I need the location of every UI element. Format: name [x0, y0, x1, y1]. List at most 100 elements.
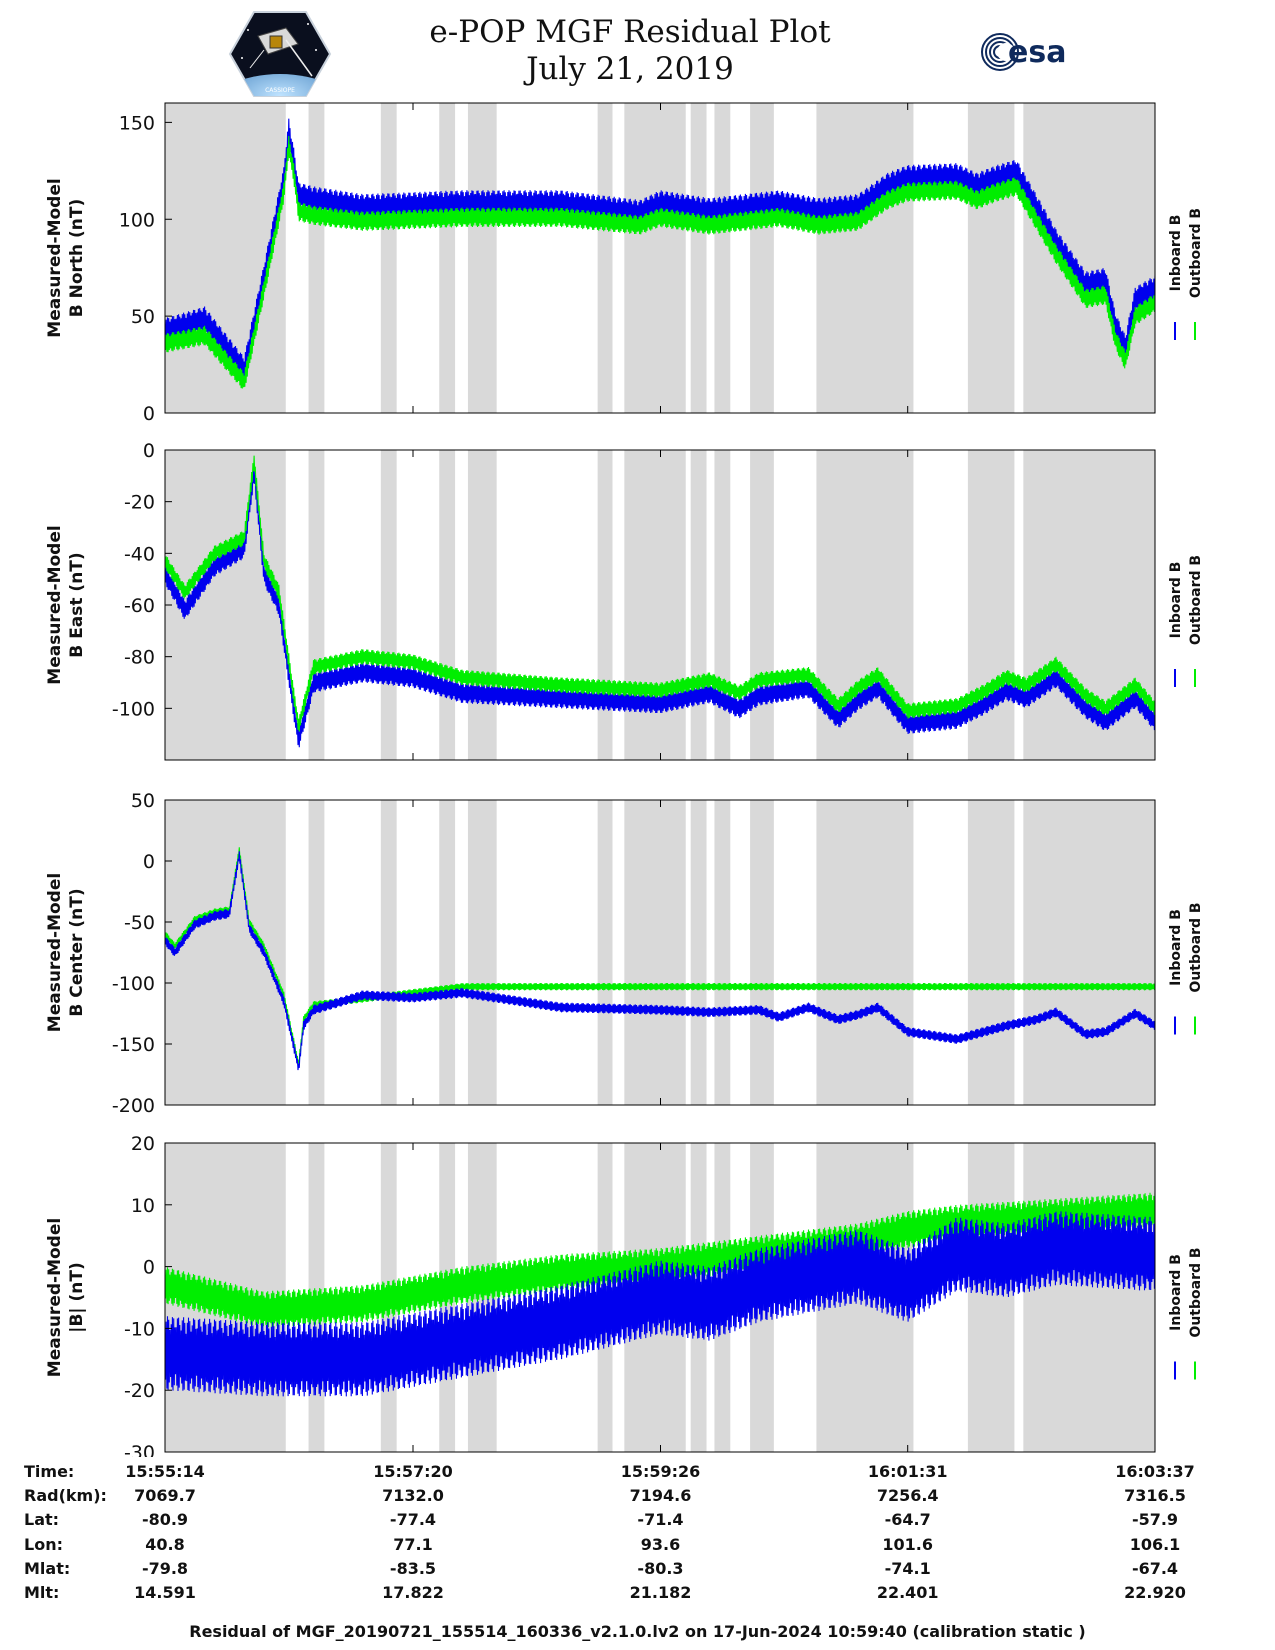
y-tick-label-0-3: 150: [119, 112, 155, 134]
ephemeris-cell: 106.1: [1129, 1535, 1181, 1554]
y-axis-label-line-2: |B| (nT): [67, 1262, 87, 1333]
ephemeris-row-mlt: Mlt: 14.591 17.822 21.182 22.401 22.920: [0, 1583, 1275, 1607]
y-tick-label-1-2: -40: [124, 543, 155, 565]
ephemeris-cell: -67.4: [1131, 1559, 1179, 1578]
y-tick-label-3-5: -30: [124, 1442, 155, 1457]
shaded-interval-1-9: [750, 450, 774, 760]
y-tick-label-2-5: -200: [112, 1095, 155, 1117]
ephemeris-cell: 22.920: [1124, 1583, 1186, 1602]
shaded-interval-2-6: [624, 800, 686, 1105]
ephemeris-cell: -74.1: [884, 1559, 931, 1578]
ephemeris-header: Rad(km):: [24, 1486, 107, 1505]
ephemeris-header: Lon:: [24, 1535, 63, 1554]
shaded-interval-1-3: [439, 450, 456, 760]
ephemeris-cell: -77.4: [389, 1510, 437, 1529]
y-tick-label-1-3: -60: [124, 595, 155, 617]
y-tick-label-0-2: 100: [119, 209, 155, 231]
shaded-interval-0-9: [750, 103, 774, 413]
shaded-interval-0-5: [597, 103, 613, 413]
legend-label-outboard-2: Outboard B: [1188, 902, 1204, 992]
shaded-interval-2-7: [690, 800, 707, 1105]
shaded-interval-1-6: [624, 450, 686, 760]
ephemeris-cell: -71.4: [637, 1510, 684, 1529]
ephemeris-cell: -80.9: [141, 1510, 189, 1529]
y-tick-label-1-4: -80: [124, 647, 155, 669]
y-axis-label-line-1: Measured-Model: [45, 525, 65, 684]
shaded-interval-2-2: [380, 800, 397, 1105]
y-axis-label-line-1: Measured-Model: [45, 178, 65, 337]
shaded-interval-2-12: [1023, 800, 1155, 1105]
y-tick-label-3-4: -20: [124, 1380, 155, 1402]
ephemeris-cell: 15:55:14: [125, 1462, 205, 1481]
shaded-interval-1-2: [380, 450, 397, 760]
ephemeris-cell: 21.182: [629, 1583, 692, 1602]
legend-label-inboard-0: Inboard B: [1168, 215, 1184, 292]
shaded-interval-1-8: [714, 450, 731, 760]
y-tick-label-2-0: 50: [131, 790, 155, 812]
ephemeris-cell: 22.401: [876, 1583, 939, 1602]
cassiope-mission-logo: CASSIOPE: [228, 10, 332, 98]
y-axis-label-line-2: B East (nT): [67, 552, 87, 657]
shaded-interval-0-3: [439, 103, 456, 413]
y-axis-label-line-1: Measured-Model: [45, 873, 65, 1032]
shaded-interval-1-1: [308, 450, 325, 760]
ephemeris-cell: 17.822: [382, 1583, 444, 1602]
shaded-interval-3-12: [1023, 1143, 1155, 1452]
ephemeris-cell: -80.3: [637, 1559, 684, 1578]
ephemeris-cell: 7316.5: [1124, 1486, 1186, 1505]
ephemeris-cell: 15:57:20: [373, 1462, 453, 1481]
series-outboard-b-panel-0: [165, 135, 1155, 389]
series-outboard-b-panel-3: [165, 1192, 1155, 1329]
series-outboard-b-panel-1: [165, 455, 1155, 732]
shaded-interval-2-10: [816, 800, 914, 1105]
legend-label-inboard-1: Inboard B: [1168, 562, 1184, 639]
ephemeris-cell: -79.8: [141, 1559, 189, 1578]
y-tick-label-1-1: -20: [124, 492, 155, 514]
ephemeris-row-radkm: Rad(km): 7069.7 7132.0 7194.6 7256.4 7316.5: [0, 1486, 1275, 1510]
legend-label-outboard-0: Outboard B: [1188, 208, 1204, 298]
ephemeris-cell: -64.7: [884, 1510, 931, 1529]
ephemeris-header: Time:: [24, 1462, 75, 1481]
esa-logo-text: esa: [1008, 35, 1066, 70]
y-tick-label-3-3: -10: [124, 1318, 155, 1340]
shaded-interval-0-4: [467, 103, 497, 413]
shaded-interval-0-7: [690, 103, 707, 413]
ephemeris-row-lat: Lat: -80.9 -77.4 -71.4 -64.7 -57.9: [0, 1510, 1275, 1534]
ephemeris-table: Time: 15:55:14 15:57:20 15:59:26 16:01:31 16:…: [0, 1458, 1275, 1613]
y-axis-label-line-1: Measured-Model: [45, 1218, 65, 1377]
series-inboard-b-panel-3: [165, 1211, 1155, 1397]
shaded-interval-1-4: [467, 450, 497, 760]
y-tick-label-3-2: 0: [143, 1257, 155, 1279]
plot-title: e-POP MGF Residual Plot July 21, 2019: [360, 14, 900, 88]
shaded-interval-0-8: [714, 103, 731, 413]
ephemeris-cell: 14.591: [134, 1583, 196, 1602]
ephemeris-cell: 7132.0: [382, 1486, 444, 1505]
y-axis-label-line-2: B North (nT): [67, 199, 87, 318]
ephemeris-cell: 7256.4: [876, 1486, 939, 1505]
ephemeris-cell: -57.9: [1131, 1510, 1179, 1529]
ephemeris-cell: 77.1: [393, 1535, 433, 1554]
shaded-interval-0-10: [816, 103, 914, 413]
ephemeris-row-lon: Lon: 40.8 77.1 93.6 101.6 106.1: [0, 1535, 1275, 1559]
shaded-interval-0-2: [380, 103, 397, 413]
y-tick-label-1-5: -100: [112, 698, 155, 720]
y-axis-label-1: Measured-Model B East (nT): [45, 525, 87, 684]
series-inboard-b-panel-2: [165, 851, 1155, 1071]
legend-label-outboard-3: Outboard B: [1188, 1247, 1204, 1337]
shaded-interval-2-5: [597, 800, 613, 1105]
ephemeris-cell: 16:03:37: [1115, 1462, 1195, 1481]
shaded-interval-3-11: [967, 1143, 1015, 1452]
ephemeris-cell: 7069.7: [134, 1486, 196, 1505]
ephemeris-header: Mlt:: [24, 1583, 60, 1602]
shaded-interval-2-3: [439, 800, 456, 1105]
ephemeris-cell: 93.6: [640, 1535, 681, 1554]
shaded-interval-2-4: [467, 800, 497, 1105]
footer-caption: Residual of MGF_20190721_155514_160336_v…: [189, 1622, 1086, 1641]
series-inboard-b-panel-0: [165, 118, 1155, 381]
ephemeris-header: Mlat:: [24, 1559, 71, 1578]
legend-label-outboard-1: Outboard B: [1188, 555, 1204, 645]
ephemeris-cell: 16:01:31: [867, 1462, 948, 1481]
y-tick-label-3-1: 10: [131, 1195, 155, 1217]
legend-label-inboard-3: Inboard B: [1168, 1254, 1184, 1331]
